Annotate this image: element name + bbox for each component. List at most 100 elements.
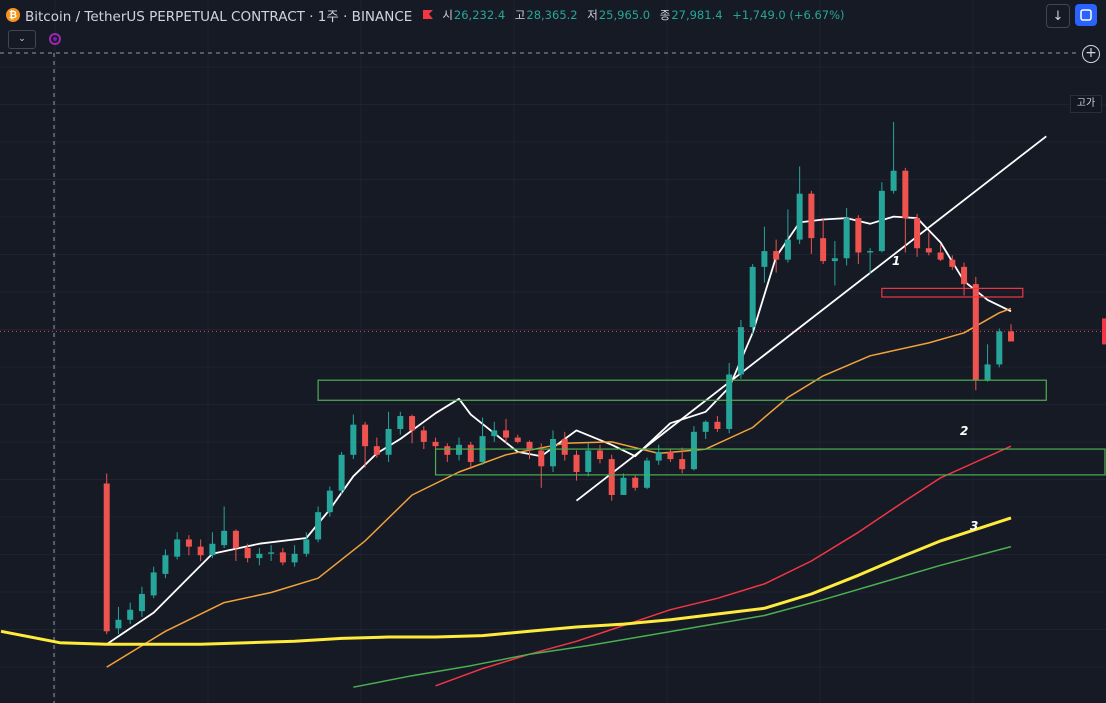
candle-body [467, 444, 474, 462]
candle-body [655, 451, 662, 461]
symbol-title[interactable]: Bitcoin / TetherUS PERPETUAL CONTRACT · … [25, 9, 413, 25]
candle-body [362, 424, 369, 447]
candle-body [503, 430, 510, 438]
bitcoin-coin-icon: ₿ [6, 8, 20, 22]
candle-body [784, 239, 791, 260]
low-label: 저 [587, 8, 598, 22]
candle-body [690, 431, 697, 470]
candle-body [726, 374, 733, 429]
flag-icon[interactable] [422, 9, 434, 21]
candle-body [256, 553, 263, 559]
candle-body [961, 266, 968, 285]
screenshot-button[interactable] [1075, 4, 1097, 26]
collapse-button[interactable]: ⌄ [8, 29, 36, 49]
candle-body [420, 430, 427, 442]
candle-body [585, 450, 592, 473]
close-label: 종 [659, 8, 671, 22]
high-label: 고 [514, 8, 526, 22]
candle-body [209, 543, 216, 556]
candle-body [185, 539, 192, 547]
ohlc-readout: 시26,232.4 고28,365.2 저25,965.0 종27,981.4 … [442, 7, 850, 23]
candle-body [972, 284, 979, 381]
candle-body [679, 459, 686, 470]
ma-line-yellow [0, 516, 1012, 646]
candle-body [232, 530, 239, 549]
candle-body [737, 327, 744, 375]
high-badge: 고가 [1070, 95, 1102, 113]
candle-body [197, 546, 204, 556]
plus-circle-icon[interactable]: + [1082, 45, 1100, 63]
zone-label-1: 1 [892, 254, 901, 268]
candle-body [326, 490, 333, 513]
candle-body [620, 477, 627, 495]
candle-body [902, 170, 909, 219]
ma-line-green [353, 545, 1012, 688]
candle-body [890, 170, 897, 191]
candle-body [315, 512, 322, 540]
candle-body [491, 430, 498, 437]
candle-body [984, 364, 991, 381]
candle-body [925, 248, 932, 253]
candle-body [596, 450, 603, 460]
candle-body [561, 439, 568, 455]
low-value: 25,965.0 [598, 8, 651, 22]
candle-body [996, 331, 1003, 365]
current-price-marker [1102, 318, 1106, 345]
candle-body [162, 555, 169, 574]
candle-body [373, 446, 380, 455]
candle-body [456, 444, 463, 455]
candle-body [115, 619, 122, 629]
indicator-bar: ⌄ [8, 29, 62, 49]
candle-body [268, 552, 275, 554]
candle-body [397, 416, 404, 429]
candle-body [643, 460, 650, 488]
candle-body [820, 238, 827, 262]
close-value: 27,981.4 [671, 8, 723, 22]
candle-body [221, 530, 228, 546]
open-label: 시 [442, 8, 453, 22]
camera-icon [1080, 9, 1092, 21]
candle-body [550, 439, 556, 467]
chevron-down-icon: ⌄ [18, 34, 26, 44]
candle-body [878, 190, 885, 252]
open-value: 26,232.4 [453, 8, 506, 22]
candle-body [350, 424, 357, 455]
download-button[interactable]: ↓ [1046, 4, 1070, 28]
trendline [575, 135, 1047, 502]
candle-body [1008, 331, 1015, 342]
candle-body [244, 548, 251, 559]
candle-body [444, 446, 451, 455]
candle-body [667, 451, 674, 460]
high-value: 28,365.2 [526, 8, 578, 22]
candle-body [632, 477, 639, 488]
candle-body [761, 251, 768, 267]
indicator-logo-icon[interactable] [48, 32, 62, 46]
candle-body [749, 266, 756, 328]
zone-box-2 [317, 379, 1047, 401]
download-arrow-icon: ↓ [1052, 8, 1064, 24]
candle-body [385, 428, 392, 455]
candle-body [409, 416, 416, 431]
candle-body [937, 252, 944, 260]
candle-body [796, 193, 803, 240]
candle-body [608, 459, 615, 495]
candle-body [174, 539, 181, 557]
candle-body [291, 553, 298, 563]
candle-body [714, 421, 721, 429]
candle-body [867, 251, 874, 253]
candle-body [914, 218, 921, 249]
ma-line-white [106, 215, 1012, 645]
candle-body [279, 552, 286, 563]
candle-body [949, 259, 956, 267]
zone-box-3 [434, 448, 1106, 476]
candle-body [138, 593, 145, 612]
candle-body [127, 609, 134, 620]
ma-line-orange [106, 307, 1012, 668]
chart-header: ₿ Bitcoin / TetherUS PERPETUAL CONTRACT … [0, 0, 1106, 30]
candle-body [843, 218, 850, 259]
candle-body [338, 454, 345, 491]
candle-body [808, 193, 815, 239]
candle-body [514, 437, 521, 442]
